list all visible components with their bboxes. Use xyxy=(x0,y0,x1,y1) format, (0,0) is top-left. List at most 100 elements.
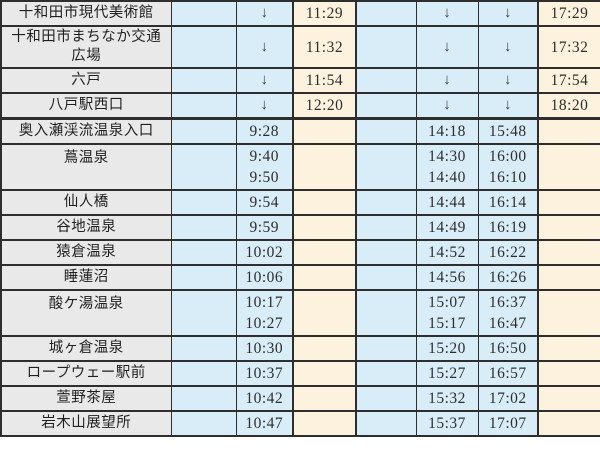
empty-cell xyxy=(355,264,417,291)
station-name: 岩木山展望所 xyxy=(0,410,172,437)
empty-cell xyxy=(170,214,237,241)
bus-timetable: 十和田市現代美術館 ↓ 11:29 ↓ ↓ 17:29 十和田市まちなか交通広場 ↓ 11:32… xyxy=(0,0,600,437)
time-value: 10:27 xyxy=(245,315,284,332)
empty-cell xyxy=(292,143,357,191)
down-arrow-cell: ↓ xyxy=(235,67,294,94)
empty-cell xyxy=(170,360,237,387)
time-cell: 10:30 xyxy=(235,335,294,362)
empty-cell xyxy=(170,335,237,362)
time-value: 15:07 xyxy=(428,294,466,311)
time-cell: 10:47 xyxy=(235,410,294,437)
empty-cell xyxy=(170,143,237,191)
time-value: 9:59 xyxy=(249,219,280,236)
time-value: 11:29 xyxy=(305,5,344,22)
down-arrow-icon: ↓ xyxy=(260,38,269,55)
down-arrow-cell: ↓ xyxy=(477,25,539,69)
down-arrow-icon: ↓ xyxy=(504,38,512,55)
time-value: 15:20 xyxy=(428,340,466,357)
time-cell: 18:20 xyxy=(537,92,600,120)
empty-cell xyxy=(170,410,237,437)
time-value: 17:02 xyxy=(488,390,527,407)
time-value: 10:42 xyxy=(245,390,284,407)
time-value: 9:50 xyxy=(249,169,280,186)
timetable-body: 十和田市現代美術館 ↓ 11:29 ↓ ↓ 17:29 十和田市まちなか交通広場 ↓ 11:32… xyxy=(0,0,600,437)
table-row: 八戸駅西口 ↓ 12:20 ↓ ↓ 18:20 xyxy=(0,92,600,120)
empty-cell xyxy=(170,25,237,69)
time-cell: 11:32 xyxy=(292,25,357,69)
station-name: 睡蓮沼 xyxy=(0,264,172,291)
time-value: 12:20 xyxy=(305,97,344,114)
time-cell: 16:14 xyxy=(477,189,539,216)
empty-cell xyxy=(292,239,357,266)
down-arrow-icon: ↓ xyxy=(504,97,512,113)
down-arrow-cell: ↓ xyxy=(415,67,479,94)
table-row: 谷地温泉 9:59 14:49 16:19 xyxy=(0,214,600,241)
empty-cell xyxy=(355,385,417,412)
empty-cell xyxy=(537,360,600,387)
down-arrow-cell: ↓ xyxy=(235,92,294,120)
station-name: 十和田市まちなか交通広場 xyxy=(0,25,172,69)
table-row: 奥入瀬渓流温泉入口 9:28 14:18 15:48 xyxy=(0,117,600,145)
empty-cell xyxy=(537,264,600,291)
time-value: 9:28 xyxy=(249,123,280,140)
empty-cell xyxy=(292,289,357,337)
time-value: 14:56 xyxy=(428,269,466,286)
time-value: 16:47 xyxy=(488,315,527,332)
time-cell: 9:40 9:50 xyxy=(235,143,294,191)
table-row: 十和田市現代美術館 ↓ 11:29 ↓ ↓ 17:29 xyxy=(0,0,600,27)
time-cell: 14:44 xyxy=(415,189,479,216)
time-value: 14:18 xyxy=(428,123,466,140)
empty-cell xyxy=(537,385,600,412)
empty-cell xyxy=(170,239,237,266)
time-value: 10:37 xyxy=(245,365,284,382)
empty-cell xyxy=(537,410,600,437)
table-row: 蔦温泉 9:40 9:50 14:30 14:40 16:00 16:10 xyxy=(0,143,600,191)
empty-cell xyxy=(537,189,600,216)
time-cell: 10:17 10:27 xyxy=(235,289,294,337)
time-value: 14:52 xyxy=(428,244,466,261)
time-value: 10:30 xyxy=(245,340,284,357)
empty-cell xyxy=(170,264,237,291)
time-value: 17:29 xyxy=(550,5,589,22)
empty-cell xyxy=(170,67,237,94)
down-arrow-cell: ↓ xyxy=(415,0,479,27)
time-value: 16:00 xyxy=(488,148,527,165)
empty-cell xyxy=(355,0,417,27)
table-row: 六戸 ↓ 11:54 ↓ ↓ 17:54 xyxy=(0,67,600,94)
empty-cell xyxy=(537,117,600,145)
down-arrow-icon: ↓ xyxy=(260,97,269,113)
time-cell: 14:49 xyxy=(415,214,479,241)
table-row: 睡蓮沼 10:06 14:56 16:26 xyxy=(0,264,600,291)
time-value: 16:10 xyxy=(488,169,527,186)
empty-cell xyxy=(355,335,417,362)
empty-cell xyxy=(355,67,417,94)
time-cell: 16:22 xyxy=(477,239,539,266)
empty-cell xyxy=(292,189,357,216)
time-cell: 14:52 xyxy=(415,239,479,266)
time-cell: 16:26 xyxy=(477,264,539,291)
time-value: 18:20 xyxy=(550,97,589,114)
time-cell: 14:18 xyxy=(415,117,479,145)
empty-cell xyxy=(537,239,600,266)
empty-cell xyxy=(170,117,237,145)
empty-cell xyxy=(170,92,237,120)
empty-cell xyxy=(292,360,357,387)
time-cell: 10:06 xyxy=(235,264,294,291)
time-cell: 15:07 15:17 xyxy=(415,289,479,337)
empty-cell xyxy=(292,410,357,437)
time-value: 16:22 xyxy=(488,244,527,261)
empty-cell xyxy=(170,289,237,337)
time-value: 16:37 xyxy=(488,294,527,311)
down-arrow-icon: ↓ xyxy=(260,5,269,21)
time-value: 16:26 xyxy=(488,269,527,286)
empty-cell xyxy=(355,289,417,337)
down-arrow-icon: ↓ xyxy=(443,38,451,55)
empty-cell xyxy=(292,264,357,291)
station-name: 蔦温泉 xyxy=(0,143,172,191)
down-arrow-cell: ↓ xyxy=(477,67,539,94)
empty-cell xyxy=(355,360,417,387)
empty-cell xyxy=(355,189,417,216)
time-value: 16:57 xyxy=(488,365,527,382)
time-value: 15:48 xyxy=(488,123,527,140)
empty-cell xyxy=(292,214,357,241)
